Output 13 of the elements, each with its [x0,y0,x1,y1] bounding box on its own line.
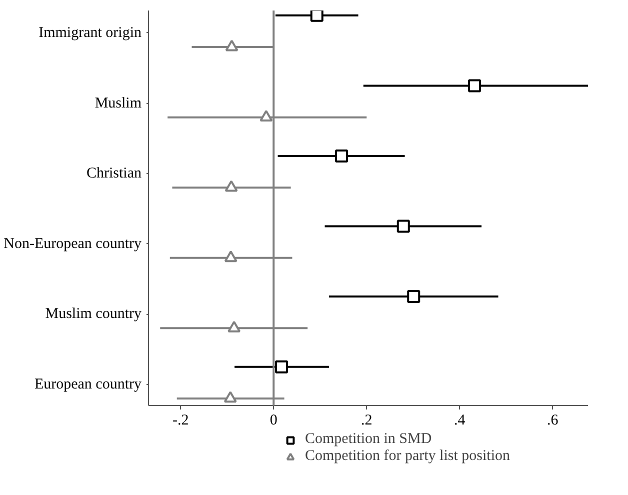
y-tick-label: Muslim country [45,306,142,322]
x-tick-label: -.2 [172,412,189,428]
y-tick-label: European country [34,376,142,392]
y-tick-label: Immigrant origin [38,24,142,41]
y-tick-label: Christian [86,166,142,182]
legend-label: Competition in SMD [305,431,432,448]
y-tick-label: Non-European country [4,236,142,252]
x-tick-label: 0 [270,412,278,428]
y-tick-label: Muslim [94,95,142,112]
x-tick-label: .4 [454,412,466,428]
x-tick-label: .6 [547,412,559,428]
legend-label: Competition for party list position [305,448,510,465]
x-tick-label: .2 [361,412,372,428]
